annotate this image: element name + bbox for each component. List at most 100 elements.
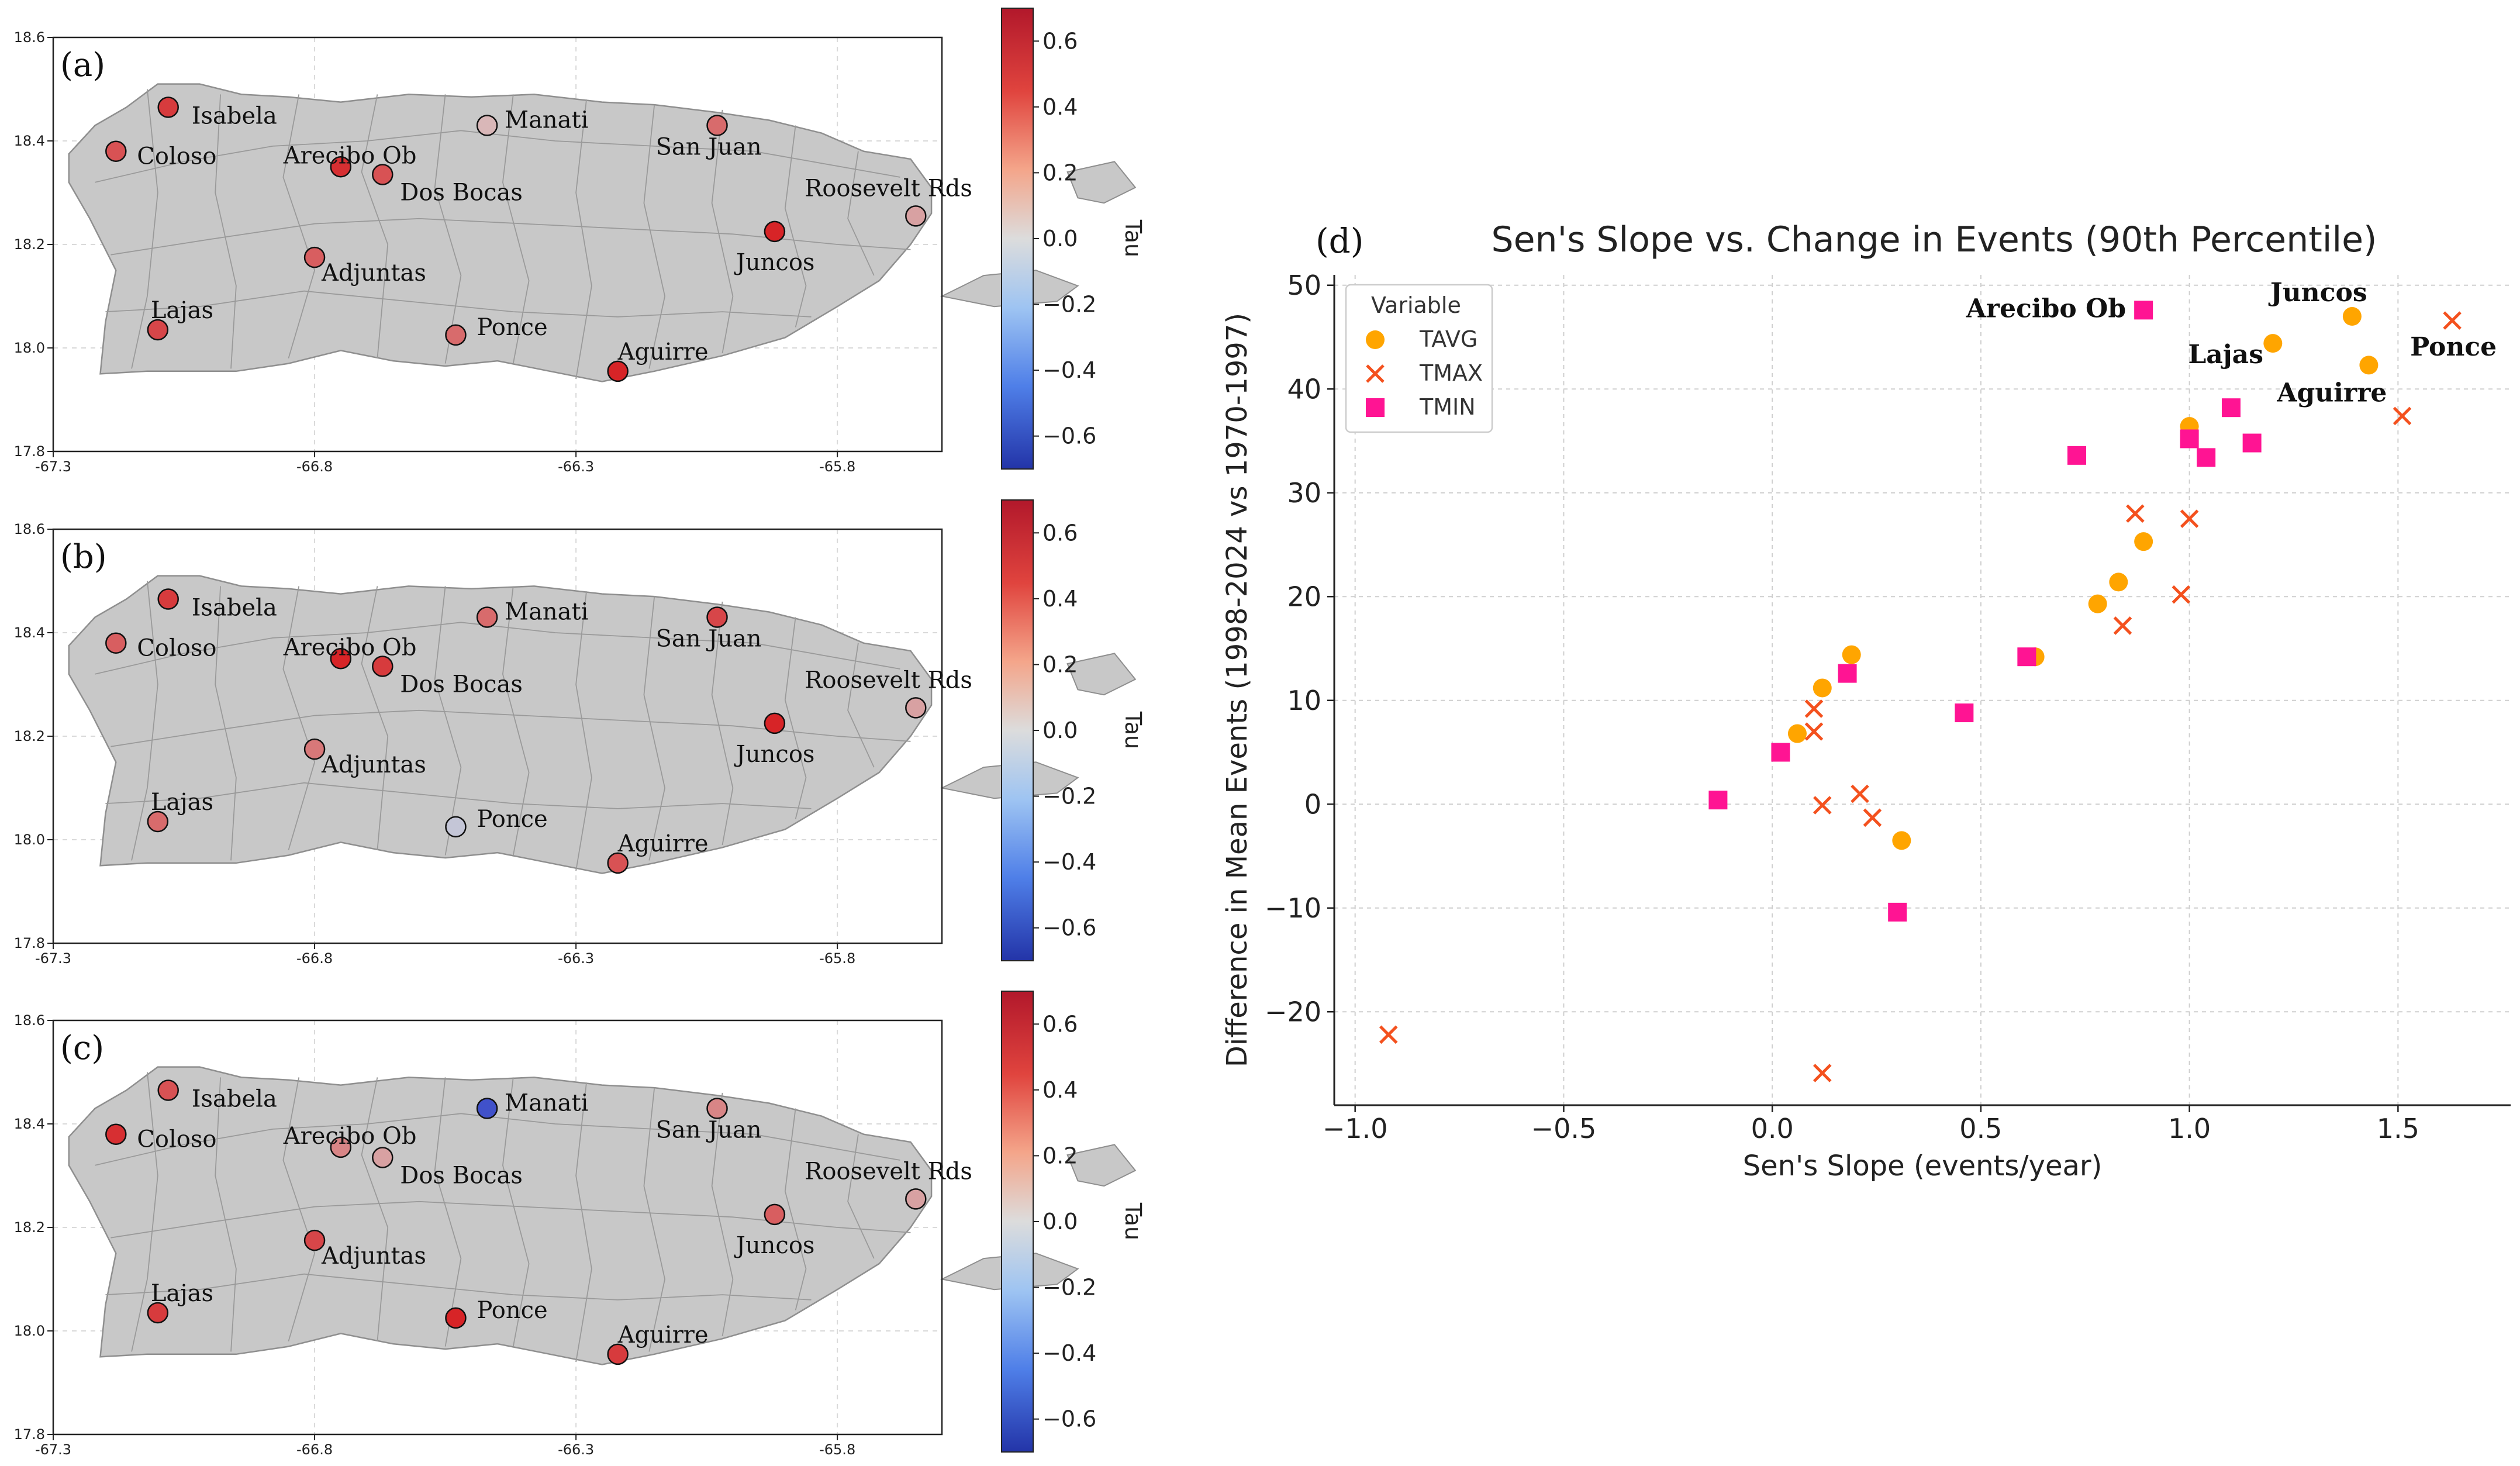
point-tavg (2134, 532, 2153, 551)
municipality-border (575, 99, 592, 380)
point-tavg (2263, 334, 2283, 353)
island-shape (68, 1066, 933, 1365)
station-marker-aguirre (607, 852, 629, 874)
station-marker-roosevelt-rds (905, 1188, 927, 1210)
colorbar-tick-label: −0.4 (1042, 849, 1096, 875)
lat-tick-label: 18.6 (14, 29, 45, 46)
station-label-arecibo-ob: Arecibo Ob (283, 634, 417, 661)
municipality-border (105, 1273, 812, 1301)
municipality-border (643, 596, 666, 861)
point-tmax-stroke (1813, 1064, 1832, 1082)
station-marker-juncos (764, 1203, 786, 1226)
islet-shape (1066, 1144, 1137, 1187)
point-tmax (2443, 311, 2462, 330)
municipality-border (502, 586, 530, 856)
municipality-border (847, 151, 875, 276)
panel-label: (b) (60, 538, 107, 576)
station-marker-san-juan (706, 1098, 728, 1119)
municipality-border (784, 617, 807, 819)
station-label-manati: Manati (505, 106, 588, 133)
station-marker-isabela (157, 96, 179, 118)
scatter-x-tick-label: −0.5 (1531, 1113, 1597, 1144)
station-label-coloso: Coloso (137, 143, 216, 170)
municipality-border (111, 218, 911, 256)
legend-label-tmax: TMAX (1419, 360, 1483, 386)
colorbar-tick-label: −0.6 (1042, 915, 1096, 941)
station-label-ponce: Ponce (477, 806, 547, 833)
colorbar-tick-label: −0.4 (1042, 357, 1096, 383)
station-marker-ponce (445, 816, 467, 838)
station-label-ponce: Ponce (477, 314, 547, 341)
station-label-isabela: Isabela (192, 1085, 277, 1112)
municipality-border (643, 1088, 666, 1352)
colorbar-tick-label: 0.4 (1042, 586, 1078, 612)
colorbar-tick-label: −0.2 (1042, 1275, 1096, 1301)
municipality-border (282, 1077, 316, 1341)
lat-tick-label: 17.8 (14, 1426, 45, 1443)
municipality-border (282, 94, 316, 358)
station-marker-san-juan (706, 606, 728, 628)
lon-tick-label: -65.8 (819, 458, 855, 475)
point-tmax (1813, 796, 1832, 815)
municipality-border (215, 94, 237, 369)
point-tmax (1379, 1025, 1398, 1044)
municipality-border (434, 1077, 462, 1347)
colorbar-tick-label: −0.2 (1042, 784, 1096, 809)
station-marker-dos-bocas (372, 656, 393, 677)
lon-tick-label: -67.3 (35, 458, 71, 475)
station-label-adjuntas: Adjuntas (321, 1243, 426, 1270)
lon-tick-label: -66.3 (558, 950, 594, 967)
point-tavg (2359, 356, 2379, 375)
station-label-manati: Manati (505, 598, 588, 625)
point-tmax-stroke (1813, 796, 1832, 815)
station-marker-adjuntas (303, 738, 326, 760)
annotation-arecibo-ob: Arecibo Ob (1966, 294, 2126, 323)
colorbar-tick-label: 0.2 (1042, 651, 1078, 677)
map-panel-b: -67.3 -66.8 -66.3 -65.8 17.8 18.0 18.2 18.4 18.6… (14, 499, 1146, 967)
point-tmax (2172, 585, 2191, 604)
station-label-aguirre: Aguirre (617, 1322, 709, 1348)
legend-label-tavg: TAVG (1419, 326, 1478, 352)
point-tmin (2134, 301, 2153, 320)
scatter-panel: −1.0 −0.5 0.0 0.5 1.0 1.5 −20 −10 0 10 20 30 40 50 Sen… (1221, 219, 2511, 1182)
municipality-border (111, 1201, 911, 1239)
point-tmin (2197, 448, 2216, 467)
point-tavg (2109, 572, 2128, 592)
legend-box (1345, 284, 1493, 433)
station-label-juncos: Juncos (734, 741, 815, 768)
scatter-x-tick-label: 1.5 (2377, 1113, 2419, 1144)
lat-tick-label: 18.4 (14, 625, 45, 641)
scatter-y-tick-label: 40 (1287, 373, 1321, 405)
station-label-adjuntas: Adjuntas (321, 751, 426, 778)
point-tmax (2393, 406, 2412, 426)
series-tmax (1379, 311, 2462, 1082)
municipality-border (784, 1108, 807, 1310)
station-marker-aguirre (607, 1343, 629, 1365)
municipality-border (131, 1072, 158, 1352)
colorbar-tick-label: 0.0 (1042, 1209, 1078, 1234)
point-tmin (1708, 791, 1728, 810)
colorbar-tick-label: 0.2 (1042, 1143, 1078, 1168)
station-marker-manati (476, 115, 498, 136)
station-marker-dos-bocas (372, 164, 393, 185)
station-marker-manati (476, 1098, 498, 1119)
point-tmax (1804, 722, 1824, 741)
station-marker-ponce (445, 324, 467, 346)
station-marker-lajas (147, 319, 169, 341)
scatter-y-tick-label: −10 (1265, 892, 1321, 924)
scatter-x-tick-label: 1.0 (2168, 1113, 2211, 1144)
station-marker-arecibo-ob (330, 156, 352, 178)
legend-marker-tmax-stroke (1366, 364, 1385, 383)
lat-tick-label: 18.4 (14, 1116, 45, 1132)
station-marker-coloso (105, 140, 127, 162)
municipality-border (711, 601, 734, 846)
station-label-roosevelt-rds: Roosevelt Rds (805, 667, 972, 694)
lon-tick-label: -66.8 (296, 950, 333, 967)
colorbar-label: Tau (1120, 219, 1146, 257)
legend-label-tmin: TMIN (1419, 394, 1476, 420)
station-marker-arecibo-ob (330, 648, 352, 670)
scatter-y-tick-label: 30 (1287, 477, 1321, 509)
point-tmax (2126, 504, 2145, 523)
